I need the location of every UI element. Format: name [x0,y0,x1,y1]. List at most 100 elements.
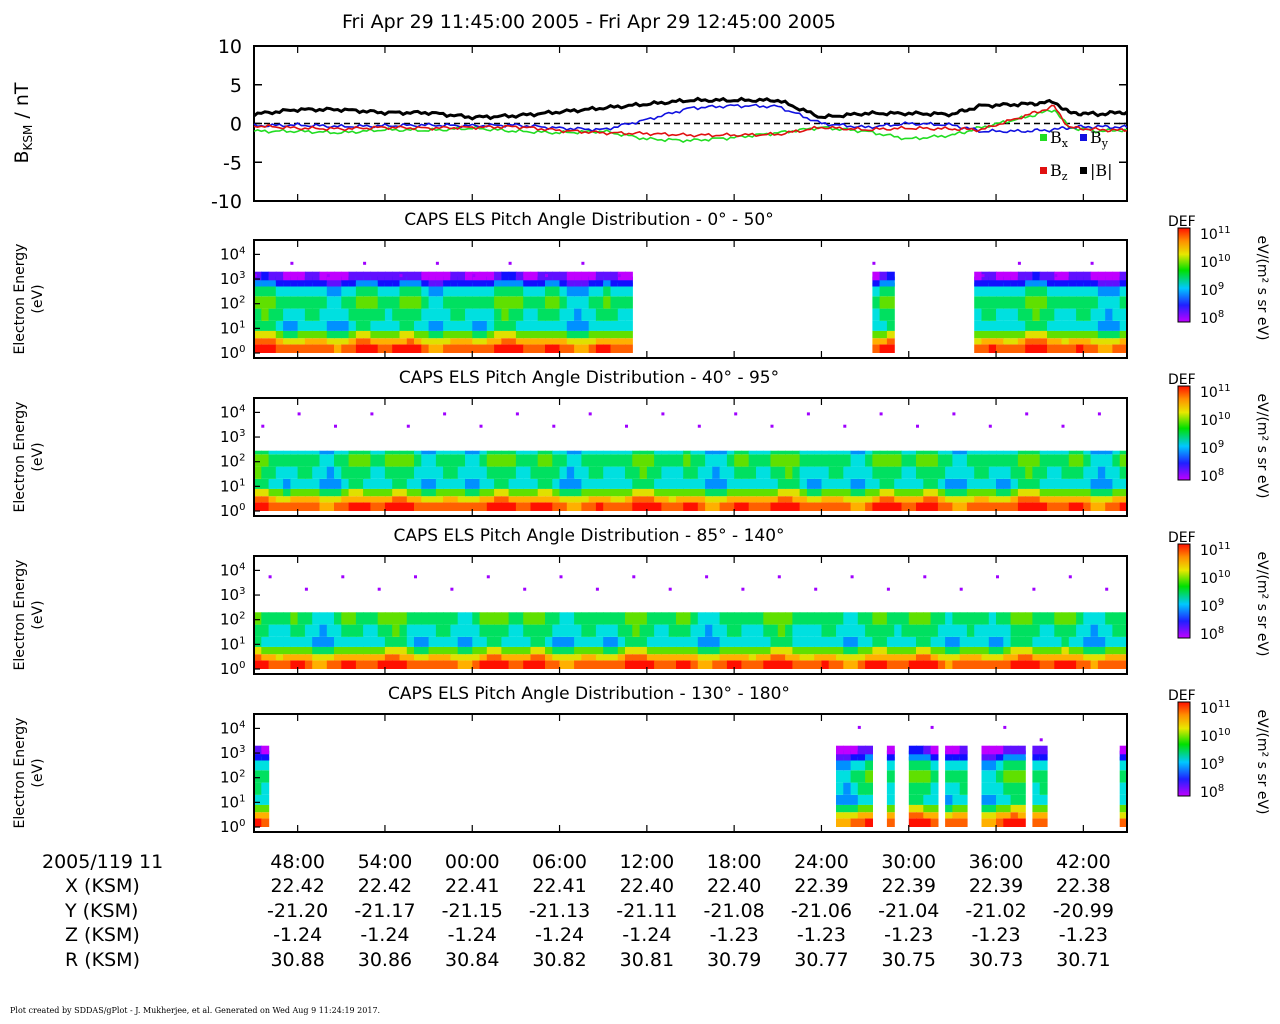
spectrogram-cell [457,454,466,467]
spectrogram-cell [341,612,350,625]
ephemeris-value: 22.41 [445,875,499,897]
spectrogram-cell [530,296,539,309]
spectrogram-cell [537,496,546,503]
spectrogram-cell [974,344,983,353]
spectrogram-cell [1083,338,1092,345]
spectrogram-cell [683,660,692,669]
spectrogram-cell [1003,745,1012,755]
spectrogram-cell [886,646,895,655]
spectrogram-cell [872,637,881,647]
spectrogram-cell [363,646,371,655]
spectrogram-cell [865,488,873,497]
sparse-count-pixel [1025,412,1029,416]
spectrogram-cell [1097,637,1106,647]
spectrogram-cell [654,502,662,511]
spectrogram-cell [1112,344,1121,353]
spectrogram-cell [806,624,815,637]
spectrogram-cell [908,660,917,669]
spectrogram-cell [486,660,495,669]
spectrogram-cell [857,496,866,503]
colorbar-tick-label: 1010 [1200,411,1231,429]
spectrogram-cell [785,488,793,497]
spectrogram-cell [981,818,990,827]
time-tick-label: 54:00 [358,851,413,873]
spectrogram-cell [603,496,612,503]
spectrogram-cell [1119,612,1128,625]
spectrogram-cell [1105,276,1114,287]
spectrogram-cell [676,637,684,647]
spectrogram-cell [886,660,895,669]
spectrogram-cell [1105,308,1114,321]
spectrogram-cell [1039,502,1048,511]
spectrogram-cell [297,646,306,655]
spectrogram-cell [821,502,830,511]
spectrogram-cell [603,282,612,297]
spectrogram-cell [1068,338,1077,345]
spectrogram-cell [494,660,502,669]
spectrogram-cell [479,479,488,489]
spectrogram-cell [254,624,262,637]
spectrogram-cell [472,637,481,647]
spectrogram-cell [595,330,604,339]
spectrogram-cell [414,654,422,661]
spectrogram-cell [1054,479,1063,489]
sparse-count-pixel [588,412,592,416]
spectrogram-cell [923,502,932,511]
spectrogram-cell [574,271,582,281]
spectrogram-cell [610,454,619,467]
spectrogram-cell [465,496,473,503]
sparse-count-pixel [341,575,345,579]
spectrogram-cell [625,479,633,489]
spectrogram-cell [1097,646,1106,655]
spectrogram-cell [290,296,299,309]
spectrogram-cell [974,612,983,625]
spectrogram-cell [595,637,604,647]
spectrogram-cell [319,330,328,339]
spectrogram-cell [341,479,350,489]
spectrogram-cell [901,624,910,637]
spectrogram-cell [806,454,815,467]
spectrogram-cell [443,271,451,281]
spectrogram-cell [857,450,866,455]
spectrogram-cell [603,344,612,353]
spectrogram-cell [355,637,364,647]
spectrogram-cell [508,654,517,661]
spectrogram-cell [996,812,1004,819]
energy-tick-label: 103 [220,270,245,288]
spectrogram-cell [515,502,524,511]
spectrogram-cell [981,750,990,761]
spectrogram-cell [268,496,277,503]
spectrogram-cell [588,637,597,647]
spectrogram-cell [981,488,990,497]
spectrogram-cell [945,637,953,647]
spectrogram-cell [1068,454,1077,467]
spectrogram-cell [974,338,983,345]
spectrogram-cell [421,502,430,511]
sparse-count-pixel [523,587,527,591]
spectrogram-cell [479,466,488,479]
spectrogram-cell [319,502,328,511]
spectrogram-cell [1039,488,1048,497]
spectrogram-cell [959,654,968,661]
spectrogram-cell [974,479,983,489]
spectrogram-cell [945,745,953,755]
spectrogram-cell [283,282,291,297]
spectrogram-cell [617,330,626,339]
energy-axis-label: Electron Energy (eV) [12,560,46,671]
spectrogram-cell [523,344,532,353]
spectrogram-cell [661,646,670,655]
spectrogram-cell [254,338,262,345]
spectrogram-cell [646,502,655,511]
spectrogram-cell [574,276,582,287]
spectrogram-cell [1112,646,1121,655]
spectrogram-cell [625,296,633,309]
sparse-count-pixel [843,424,847,428]
ephemeris-value: 30.75 [882,949,936,971]
spectrogram-cell [312,296,321,309]
spectrogram-cell [443,496,451,503]
spectrogram-cell [1010,338,1019,345]
spectrogram-cell [472,646,481,655]
spectrogram-cell [515,450,524,455]
spectrogram-cell [1039,756,1048,771]
spectrogram-cell [857,782,866,795]
